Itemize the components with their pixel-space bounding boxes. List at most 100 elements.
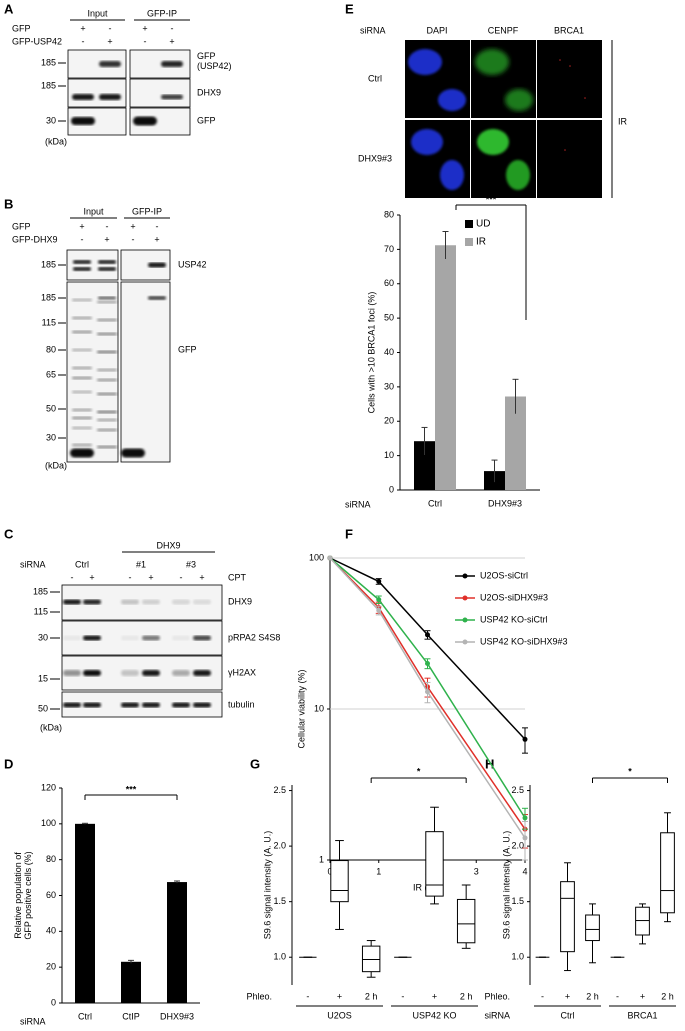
y-tick-label: 2.5 <box>273 785 286 795</box>
treatment-label: Phleo. <box>246 991 272 1001</box>
y-tick-label: 1.0 <box>273 952 286 962</box>
y-tick-label: 120 <box>41 782 56 792</box>
blot-band <box>83 635 101 641</box>
label: γH2AX <box>228 667 256 677</box>
bar <box>75 823 95 1003</box>
blot-band <box>97 350 117 354</box>
x-tick-label: - <box>401 991 404 1001</box>
y-tick-label: 30 <box>384 381 394 391</box>
point <box>376 578 382 584</box>
label: #3 <box>186 559 196 569</box>
significance-label: * <box>417 766 421 776</box>
x-tick-label: 2 h <box>365 991 378 1001</box>
focus <box>564 149 566 151</box>
label: GFP-IP <box>147 8 177 18</box>
image <box>537 120 602 198</box>
y-tick-label: 1.5 <box>273 896 286 906</box>
y-tick-label: 2.0 <box>511 840 524 850</box>
label: USP42 <box>178 259 207 269</box>
label: 185 <box>41 259 56 269</box>
panel-label: F <box>345 526 353 541</box>
label: CPT <box>228 572 247 582</box>
blot-band <box>142 670 160 676</box>
y-tick-label: 80 <box>46 854 56 864</box>
point <box>522 736 528 742</box>
label: 50 <box>46 403 56 413</box>
x-axis-label: siRNA <box>345 499 371 509</box>
blot-band <box>121 599 139 605</box>
legend-label: USP42 KO-siCtrl <box>480 614 548 624</box>
blot-band <box>97 300 117 304</box>
panel-label: H <box>485 756 494 771</box>
label: 185 <box>41 292 56 302</box>
nucleus <box>440 160 464 190</box>
group-label: USP42 KO <box>412 1010 456 1020</box>
label: - <box>171 23 174 33</box>
blot-band <box>172 702 190 708</box>
point <box>327 555 333 561</box>
y-tick-label: 20 <box>46 962 56 972</box>
x-tick-label: 2 h <box>586 991 599 1001</box>
x-tick-label: 2 h <box>661 991 674 1001</box>
label: Input <box>87 8 108 18</box>
legend-label: IR <box>476 237 486 248</box>
label: 115 <box>42 317 56 327</box>
blot-strip <box>66 249 119 281</box>
y-tick-label: 40 <box>384 347 394 357</box>
x-tick-label: 0 <box>327 866 332 876</box>
panel-label: D <box>4 756 13 771</box>
label: 15 <box>38 673 48 683</box>
blot-band <box>83 599 101 605</box>
y-tick-label: 80 <box>384 209 394 219</box>
label: CENPF <box>488 25 519 35</box>
blot-band <box>97 368 117 372</box>
panel-label: C <box>4 526 14 541</box>
y-tick-label: 40 <box>46 926 56 936</box>
significance-label: * <box>628 766 632 776</box>
nucleus <box>477 129 509 155</box>
label: + <box>148 572 153 582</box>
series-line <box>329 557 526 839</box>
blot-band <box>97 392 117 396</box>
label: + <box>104 234 109 244</box>
blot-band <box>83 702 101 708</box>
nucleus <box>408 49 442 75</box>
label: 80 <box>46 344 56 354</box>
y-tick-label: 1 <box>319 854 324 864</box>
blot-strip <box>120 281 171 463</box>
blot-band <box>142 635 160 641</box>
label: + <box>79 221 84 231</box>
blot-band <box>63 599 81 605</box>
x-tick-label: - <box>306 991 309 1001</box>
label: GFP <box>197 115 216 125</box>
y-axis-label: S9.6 signal intensity (A. U.) <box>501 831 511 940</box>
treatment-label: Phleo. <box>484 991 510 1001</box>
blot-band <box>172 599 190 605</box>
point <box>425 632 430 638</box>
blot-band <box>99 61 121 67</box>
x-tick-label: + <box>432 991 437 1001</box>
legend-label: U2OS-siDHX9#3 <box>480 592 548 602</box>
blot-band <box>72 298 92 302</box>
blot-band <box>98 267 116 271</box>
nucleus <box>438 89 466 111</box>
label: tubulin <box>228 699 255 709</box>
x-tick-label: 4 <box>522 866 527 876</box>
blot-band <box>172 635 190 641</box>
label: siRNA <box>20 559 46 569</box>
label: (kDa) <box>40 722 62 732</box>
y-tick-label: 2.5 <box>511 785 524 795</box>
label: + <box>154 234 159 244</box>
blot-band <box>70 448 94 458</box>
series-line <box>329 557 526 740</box>
x-tick-label: Ctrl <box>428 498 442 508</box>
blot-band <box>121 702 139 708</box>
x-tick-label: 2 h <box>460 991 473 1001</box>
box <box>361 945 381 973</box>
point <box>522 835 528 841</box>
blot-band <box>193 635 211 641</box>
x-tick-label: 1 <box>376 866 381 876</box>
y-tick-label: 70 <box>384 244 394 254</box>
blot-band <box>193 599 211 605</box>
